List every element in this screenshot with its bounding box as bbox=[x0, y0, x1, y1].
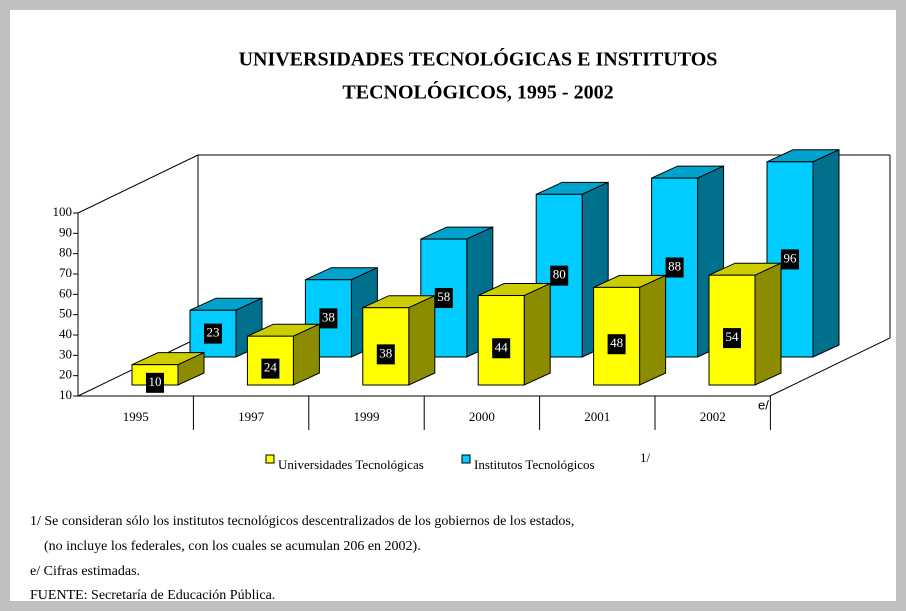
footnote: 1/ Se consideran sólo los institutos tec… bbox=[30, 514, 574, 529]
x-tick-label: 2000 bbox=[469, 409, 495, 424]
value-label: 58 bbox=[437, 289, 450, 304]
legend-swatch bbox=[461, 454, 471, 464]
bar-side bbox=[812, 149, 840, 358]
y-tick-label: 30 bbox=[59, 346, 72, 361]
x-tick-label: 2002 bbox=[700, 409, 726, 424]
wall-edge bbox=[77, 154, 199, 214]
y-tick-label: 40 bbox=[59, 326, 72, 341]
value-label: 80 bbox=[553, 267, 566, 282]
value-label: 38 bbox=[379, 345, 392, 360]
value-label: 23 bbox=[207, 325, 220, 340]
value-label-box bbox=[261, 358, 280, 379]
value-label-box bbox=[492, 338, 511, 359]
bar-side bbox=[639, 274, 667, 386]
y-tick-label: 100 bbox=[53, 204, 73, 219]
value-label-box bbox=[434, 288, 453, 309]
y-tick-label: 10 bbox=[59, 387, 72, 402]
legend-note: 1/ bbox=[640, 450, 651, 465]
bar-3d: 44 bbox=[477, 282, 551, 386]
value-label: 88 bbox=[668, 259, 681, 274]
bar-side bbox=[754, 262, 782, 386]
y-tick-label: 80 bbox=[59, 245, 72, 260]
footnote: FUENTE: Secretaría de Educación Pública. bbox=[30, 588, 275, 603]
bar-3d: 10 bbox=[131, 351, 205, 393]
x-tick-label: 2001 bbox=[584, 409, 610, 424]
value-label-box bbox=[550, 265, 569, 286]
floor-edge bbox=[769, 337, 891, 397]
chart-title: TECNOLÓGICOS, 1995 - 2002 bbox=[342, 80, 613, 104]
value-label: 96 bbox=[784, 250, 798, 265]
legend-label: Institutos Tecnológicos bbox=[474, 457, 595, 472]
value-label-box bbox=[723, 328, 741, 349]
bar-side bbox=[408, 294, 436, 386]
x-axis-note: e/ bbox=[758, 397, 769, 412]
value-label: 54 bbox=[726, 329, 740, 344]
value-label-box bbox=[781, 249, 799, 270]
value-label-box bbox=[319, 308, 338, 329]
y-tick-label: 70 bbox=[59, 265, 72, 280]
x-tick-label: 1999 bbox=[354, 409, 380, 424]
value-label: 38 bbox=[322, 309, 335, 324]
value-label: 24 bbox=[264, 360, 278, 375]
bar-3d: 24 bbox=[246, 323, 320, 386]
value-label-box bbox=[607, 334, 626, 355]
legend-label: Universidades Tecnológicas bbox=[278, 457, 424, 472]
legend-swatch bbox=[265, 454, 275, 464]
value-label-box bbox=[146, 372, 164, 393]
bar-3d: 54 bbox=[708, 262, 782, 386]
value-label-box bbox=[204, 323, 222, 344]
footnote: e/ Cifras estimadas. bbox=[30, 564, 140, 579]
x-tick-label: 1995 bbox=[123, 409, 149, 424]
y-tick-label: 90 bbox=[59, 224, 72, 239]
bar bbox=[593, 286, 641, 386]
value-label: 48 bbox=[610, 335, 623, 350]
bar-3d: 23 bbox=[189, 297, 263, 358]
x-tick-label: 1997 bbox=[238, 409, 265, 424]
value-label: 10 bbox=[149, 374, 162, 389]
y-tick-label: 50 bbox=[59, 306, 72, 321]
value-label: 44 bbox=[495, 339, 509, 354]
bar-3d: 48 bbox=[593, 274, 667, 386]
y-tick-label: 20 bbox=[59, 367, 72, 382]
value-label-box bbox=[665, 257, 684, 278]
value-label-box bbox=[376, 344, 395, 365]
bar-3d: 38 bbox=[362, 294, 436, 386]
y-tick-label: 60 bbox=[59, 285, 72, 300]
bar-side bbox=[523, 282, 551, 386]
chart-title: UNIVERSIDADES TECNOLÓGICAS E INSTITUTOS bbox=[239, 47, 718, 71]
footnote: (no incluye los federales, con los cuale… bbox=[44, 539, 421, 554]
